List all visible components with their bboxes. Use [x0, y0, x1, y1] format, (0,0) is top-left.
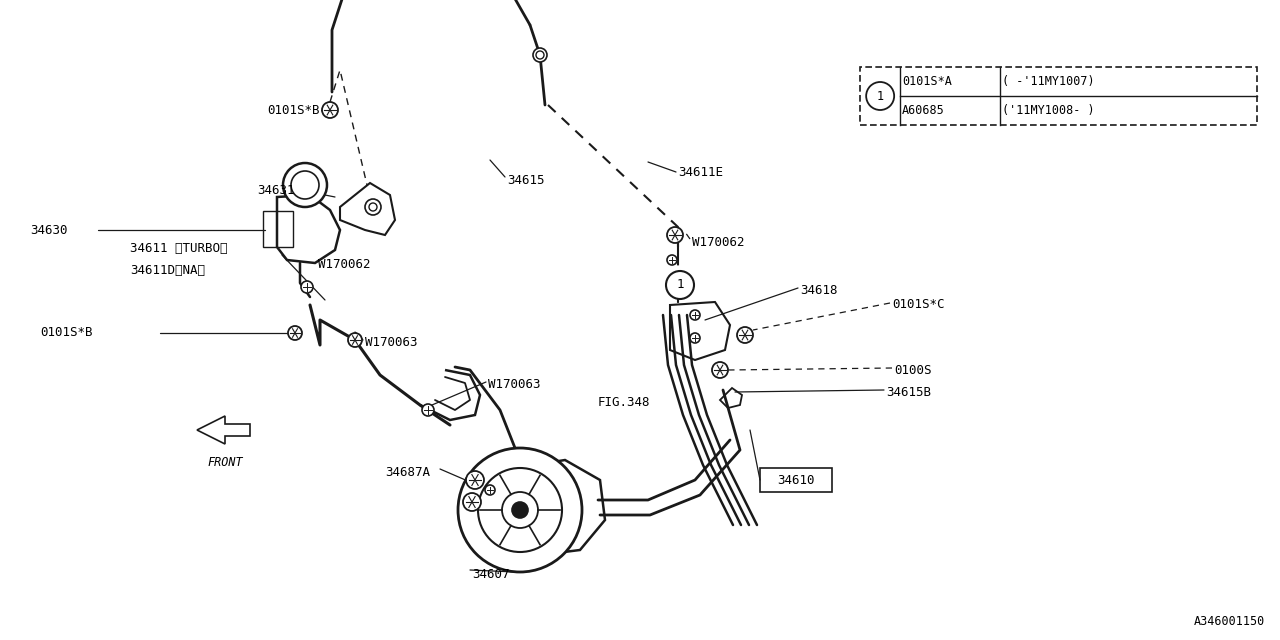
Text: W170062: W170062: [692, 236, 745, 248]
Text: 0101S*B: 0101S*B: [268, 104, 320, 116]
Circle shape: [365, 199, 381, 215]
Circle shape: [288, 326, 302, 340]
Circle shape: [477, 468, 562, 552]
Circle shape: [283, 163, 326, 207]
Bar: [860, 67, 1257, 125]
Text: 34611E: 34611E: [678, 166, 723, 179]
Circle shape: [512, 502, 529, 518]
Text: 1: 1: [877, 90, 883, 102]
Text: 34611 〈TURBO〉: 34611 〈TURBO〉: [131, 241, 228, 255]
Text: ('11MY1008- ): ('11MY1008- ): [1002, 104, 1094, 117]
Text: FIG.348: FIG.348: [598, 396, 650, 408]
Bar: [262, 211, 293, 247]
Text: 34607: 34607: [472, 568, 509, 582]
Text: 34610: 34610: [777, 474, 815, 486]
Circle shape: [690, 333, 700, 343]
Text: 34687A: 34687A: [385, 465, 430, 479]
Text: ( -'11MY1007): ( -'11MY1007): [1002, 75, 1094, 88]
Circle shape: [463, 493, 481, 511]
Circle shape: [301, 281, 314, 293]
Text: 1: 1: [676, 278, 684, 291]
Text: 34615: 34615: [507, 173, 544, 186]
Circle shape: [422, 404, 434, 416]
Bar: [760, 468, 832, 492]
Circle shape: [667, 227, 684, 243]
Circle shape: [532, 48, 547, 62]
Text: 0100S: 0100S: [893, 364, 932, 376]
Text: 34615B: 34615B: [886, 385, 931, 399]
Text: FRONT: FRONT: [207, 456, 243, 469]
Circle shape: [690, 310, 700, 320]
Circle shape: [291, 171, 319, 199]
Text: 34630: 34630: [29, 223, 68, 237]
Circle shape: [485, 485, 495, 495]
Circle shape: [458, 448, 582, 572]
Circle shape: [867, 82, 895, 110]
Circle shape: [348, 333, 362, 347]
Circle shape: [666, 271, 694, 299]
Text: A346001150: A346001150: [1194, 615, 1265, 628]
Text: 34631: 34631: [257, 184, 294, 196]
Circle shape: [369, 203, 378, 211]
Text: A60685: A60685: [902, 104, 945, 117]
Text: W170063: W170063: [488, 378, 540, 392]
Text: 0101S*B: 0101S*B: [40, 326, 92, 339]
Circle shape: [737, 327, 753, 343]
Text: 0101S*A: 0101S*A: [902, 75, 952, 88]
Text: W170062: W170062: [317, 259, 370, 271]
Circle shape: [667, 255, 677, 265]
Text: 34618: 34618: [800, 284, 837, 296]
Text: W170063: W170063: [365, 337, 417, 349]
Text: 0101S*C: 0101S*C: [892, 298, 945, 312]
Circle shape: [323, 102, 338, 118]
Circle shape: [712, 362, 728, 378]
Text: 34611D〈NA〉: 34611D〈NA〉: [131, 264, 205, 276]
Circle shape: [536, 51, 544, 59]
Circle shape: [466, 471, 484, 489]
Circle shape: [502, 492, 538, 528]
